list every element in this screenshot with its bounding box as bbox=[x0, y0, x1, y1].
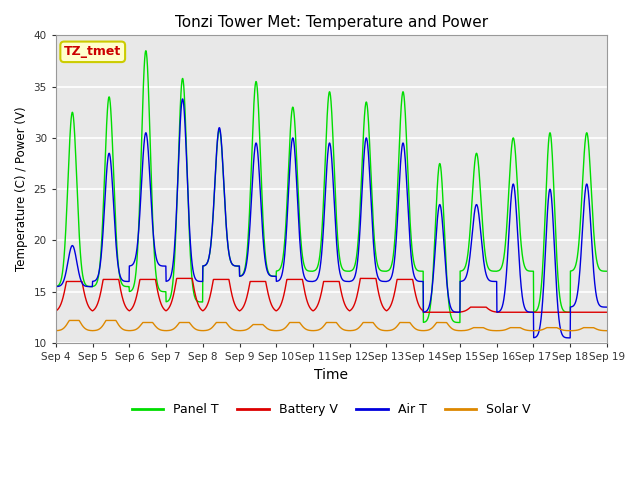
Y-axis label: Temperature (C) / Power (V): Temperature (C) / Power (V) bbox=[15, 107, 28, 272]
Air T bbox=[348, 278, 355, 284]
Battery V bbox=[603, 310, 611, 315]
Panel T bbox=[360, 132, 367, 137]
Air T bbox=[179, 96, 186, 102]
Solar V bbox=[360, 320, 367, 325]
Battery V bbox=[492, 309, 500, 315]
Solar V bbox=[206, 326, 214, 332]
Air T bbox=[492, 278, 499, 284]
Air T bbox=[360, 162, 367, 168]
Solar V bbox=[555, 325, 563, 331]
Panel T bbox=[456, 320, 464, 325]
Solar V bbox=[52, 328, 60, 334]
Air T bbox=[206, 250, 214, 256]
Battery V bbox=[360, 276, 367, 281]
Panel T bbox=[142, 48, 150, 54]
Battery V bbox=[348, 307, 355, 312]
Air T bbox=[566, 335, 574, 341]
Battery V bbox=[52, 308, 60, 314]
Battery V bbox=[173, 276, 180, 281]
Line: Panel T: Panel T bbox=[56, 51, 607, 323]
Solar V bbox=[570, 328, 577, 334]
Solar V bbox=[492, 328, 499, 334]
Title: Tonzi Tower Met: Temperature and Power: Tonzi Tower Met: Temperature and Power bbox=[175, 15, 488, 30]
Air T bbox=[555, 312, 563, 317]
Air T bbox=[603, 304, 611, 310]
Solar V bbox=[348, 328, 355, 334]
Battery V bbox=[420, 310, 428, 315]
X-axis label: Time: Time bbox=[314, 368, 348, 382]
Legend: Panel T, Battery V, Air T, Solar V: Panel T, Battery V, Air T, Solar V bbox=[127, 398, 536, 421]
Text: TZ_tmet: TZ_tmet bbox=[64, 45, 122, 59]
Panel T bbox=[492, 268, 500, 274]
Air T bbox=[570, 302, 578, 308]
Panel T bbox=[555, 284, 563, 289]
Panel T bbox=[206, 250, 214, 256]
Solar V bbox=[65, 318, 73, 324]
Panel T bbox=[603, 268, 611, 274]
Line: Solar V: Solar V bbox=[56, 321, 607, 331]
Battery V bbox=[555, 310, 563, 315]
Line: Air T: Air T bbox=[56, 99, 607, 338]
Solar V bbox=[603, 328, 611, 334]
Panel T bbox=[52, 284, 60, 289]
Battery V bbox=[570, 310, 578, 315]
Air T bbox=[52, 284, 60, 289]
Battery V bbox=[206, 295, 214, 300]
Panel T bbox=[348, 268, 355, 274]
Line: Battery V: Battery V bbox=[56, 278, 607, 312]
Panel T bbox=[570, 266, 578, 272]
